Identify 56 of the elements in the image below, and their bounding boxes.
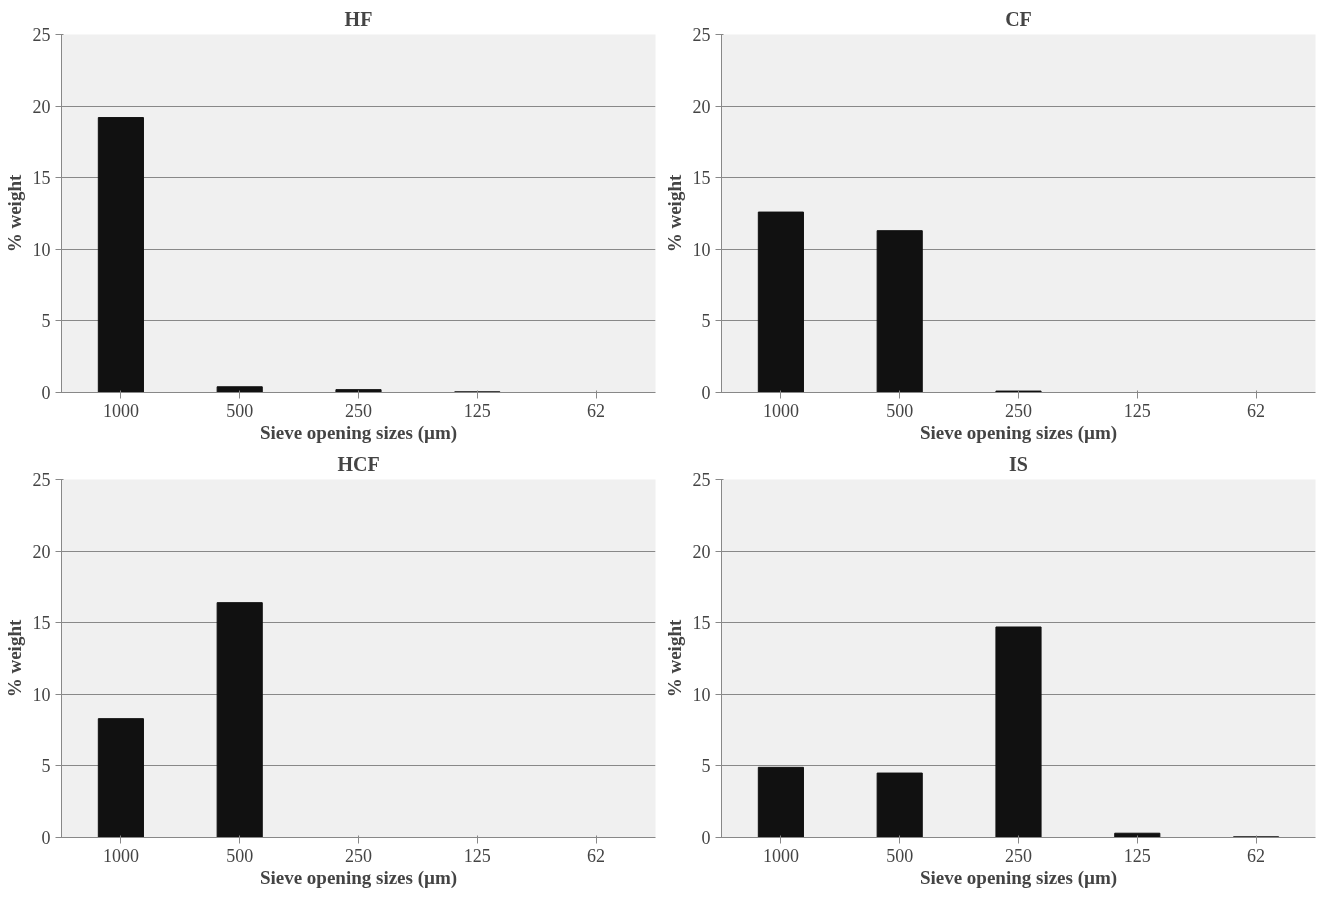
x-tick-label: 62 [1247,845,1266,866]
y-tick-label: 5 [41,756,51,777]
x-tick-label: 1000 [762,845,799,866]
x-tick-label: 250 [345,400,372,421]
y-tick-label: 5 [41,311,51,332]
y-axis-title: % weight [663,619,685,698]
y-tick-label: 10 [32,684,51,705]
y-tick-label: 15 [692,168,711,189]
y-tick-label: 0 [41,383,51,403]
x-tick-label: 500 [226,845,254,866]
y-tick-label: 25 [692,470,711,490]
y-tick-label: 15 [692,613,711,634]
y-tick-label: 25 [32,470,51,490]
chart-title: HF [344,7,373,30]
y-tick-label: 0 [701,383,711,403]
y-tick-label: 15 [32,168,51,189]
y-axis-title: % weight [3,174,25,253]
y-axis-title: % weight [3,619,25,698]
y-tick-label: 20 [692,96,711,117]
y-tick-label: 20 [32,96,51,117]
y-tick-label: 5 [701,311,711,332]
x-tick-label: 62 [1247,400,1266,421]
y-tick-label: 20 [692,541,711,562]
x-tick-label: 500 [886,845,914,866]
x-axis-title: Sieve opening sizes (µm) [919,421,1118,444]
chart-title: IS [1009,452,1028,475]
y-tick-label: 10 [32,239,51,260]
x-tick-label: 1000 [102,400,139,421]
x-axis-title: Sieve opening sizes (µm) [259,421,458,444]
y-axis-title: % weight [663,174,685,253]
y-tick-label: 0 [701,828,711,848]
x-tick-label: 1000 [102,845,139,866]
y-tick-label: 20 [32,541,51,562]
y-tick-label: 5 [701,756,711,777]
x-tick-label: 500 [886,400,914,421]
y-tick-label: 10 [692,684,711,705]
chart-title: HCF [337,452,380,475]
x-tick-label: 62 [587,400,606,421]
x-tick-label: 125 [1123,400,1151,421]
x-tick-label: 1000 [762,400,799,421]
y-tick-label: 0 [41,828,51,848]
x-tick-label: 250 [1005,845,1032,866]
x-tick-label: 500 [226,400,254,421]
x-tick-label: 125 [463,400,491,421]
y-tick-label: 10 [692,239,711,260]
y-tick-label: 25 [32,25,51,45]
x-tick-label: 250 [345,845,372,866]
x-tick-label: 250 [1005,400,1032,421]
x-axis-title: Sieve opening sizes (µm) [259,866,458,889]
x-tick-label: 125 [463,845,491,866]
y-tick-label: 15 [32,613,51,634]
x-tick-label: 62 [587,845,606,866]
x-axis-title: Sieve opening sizes (µm) [919,866,1118,889]
x-tick-label: 125 [1123,845,1151,866]
chart-title: CF [1005,7,1032,30]
y-tick-label: 25 [692,25,711,45]
